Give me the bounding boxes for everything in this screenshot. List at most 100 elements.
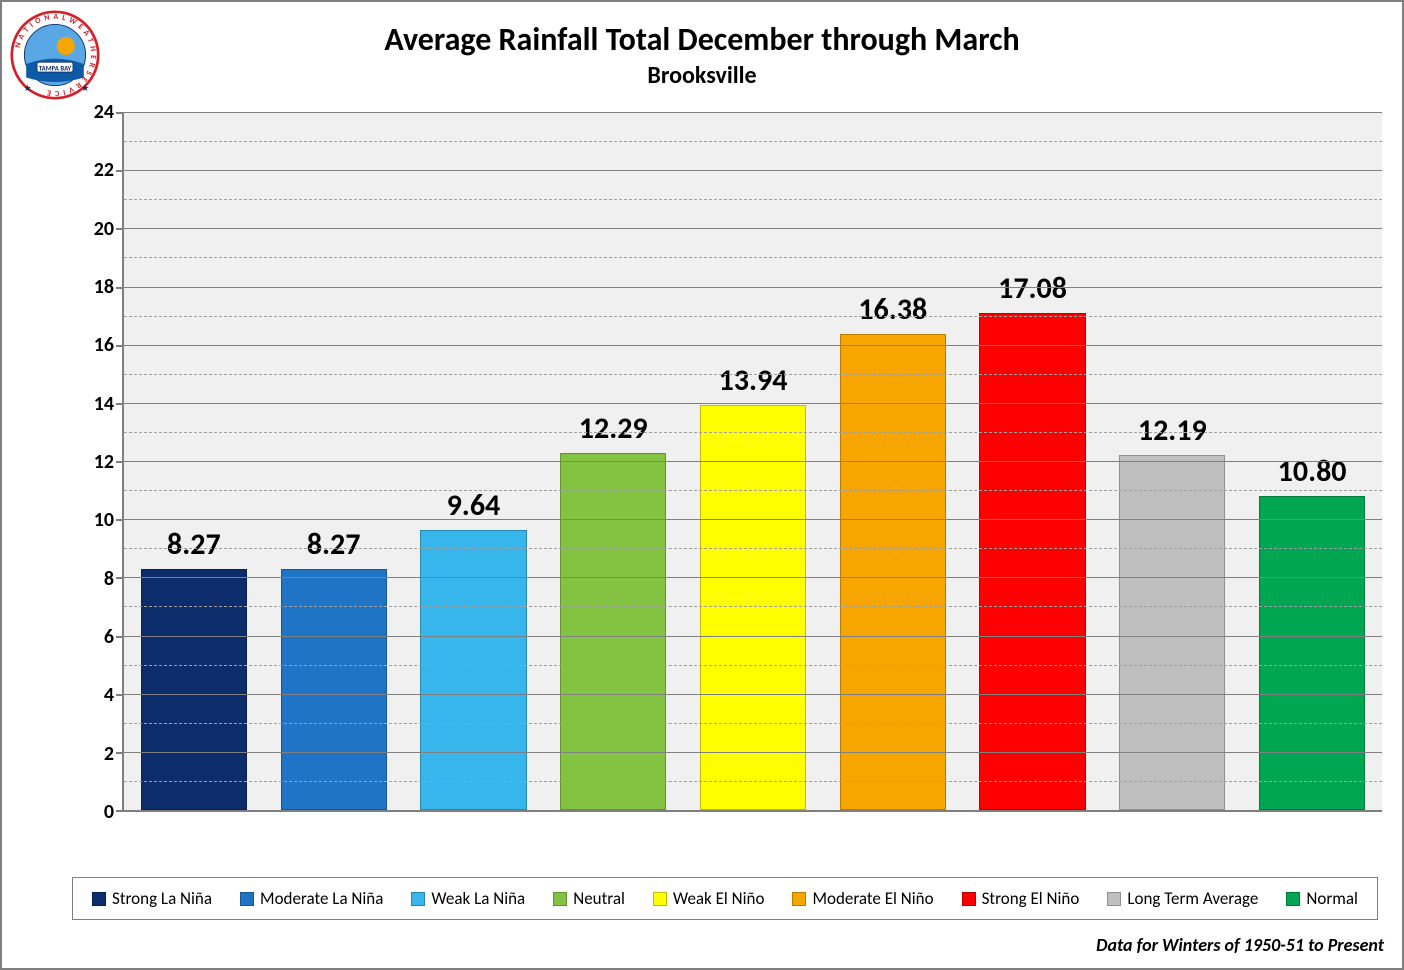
legend-swatch [653,892,667,906]
gridline-minor [124,432,1382,433]
gridline-minor [124,723,1382,724]
y-tick-label: 0 [72,800,114,824]
y-tick-mark [116,345,124,347]
gridline-major [124,577,1382,578]
bar-value-label: 8.27 [307,526,361,563]
gridline-minor [124,257,1382,258]
y-tick-label: 6 [72,625,114,649]
chart-titles: Average Rainfall Total December through … [2,2,1402,90]
legend: Strong La Niña Moderate La Niña Weak La Ni… [72,877,1378,920]
bar-value-label: 16.38 [858,291,927,328]
y-tick-label: 16 [72,333,114,357]
legend-swatch [240,892,254,906]
gridline-minor [124,141,1382,142]
legend-label: Long Term Average [1127,888,1258,909]
legend-item: Normal [1286,888,1358,909]
y-tick-mark [116,461,124,463]
legend-swatch [553,892,567,906]
legend-label: Moderate El Niño [812,888,933,909]
gridline-major [124,112,1382,113]
legend-label: Weak La Niña [431,888,525,909]
bar [979,313,1085,810]
legend-label: Normal [1306,888,1358,909]
svg-text:★: ★ [81,83,89,94]
y-tick-label: 20 [72,217,114,241]
gridline-major [124,519,1382,520]
gridline-minor [124,606,1382,607]
gridline-minor [124,316,1382,317]
y-tick-label: 24 [72,100,114,124]
legend-swatch [1286,892,1300,906]
gridline-major [124,694,1382,695]
legend-swatch [962,892,976,906]
legend-item: Moderate La Niña [240,888,383,909]
gridline-major [124,170,1382,171]
plot-area-wrap: Average Rainfall (inches) 02468101214161… [72,112,1382,812]
legend-swatch [1107,892,1121,906]
chart-title: Average Rainfall Total December through … [2,20,1402,59]
gridline-major [124,752,1382,753]
legend-item: Neutral [553,888,625,909]
bar-value-label: 8.27 [167,526,221,563]
y-tick-label: 10 [72,508,114,532]
y-tick-mark [116,810,124,812]
y-tick-label: 12 [72,450,114,474]
gridline-major [124,287,1382,288]
gridline-minor [124,781,1382,782]
chart-footer: Data for Winters of 1950-51 to Present [1096,934,1384,956]
legend-item: Weak La Niña [411,888,525,909]
chart-subtitle: Brooksville [2,61,1402,90]
legend-label: Strong El Niño [982,888,1080,909]
gridline-minor [124,199,1382,200]
bar [1259,496,1365,810]
legend-item: Moderate El Niño [792,888,933,909]
bar [1119,455,1225,810]
bar [420,530,526,810]
y-tick-label: 2 [72,742,114,766]
bar-value-label: 13.94 [719,362,788,399]
y-tick-mark [116,287,124,289]
y-axis-ticks: 024681012141618202224 [72,112,120,812]
gridline-minor [124,490,1382,491]
y-tick-mark [116,170,124,172]
y-tick-mark [116,112,124,114]
bar [560,453,666,810]
legend-label: Neutral [573,888,625,909]
legend-item: Strong El Niño [962,888,1080,909]
gridline-major [124,461,1382,462]
chart-frame: TAMPA BAY N A T I O N A L W E A T H E R … [0,0,1404,970]
y-tick-mark [116,752,124,754]
gridline-major [124,228,1382,229]
legend-swatch [411,892,425,906]
y-tick-label: 8 [72,567,114,591]
legend-label: Moderate La Niña [260,888,383,909]
plot-area: 8.278.279.6412.2913.9416.3817.0812.1910.… [122,112,1382,812]
y-tick-mark [116,403,124,405]
y-tick-mark [116,228,124,230]
legend-item: Long Term Average [1107,888,1258,909]
legend-item: Strong La Niña [92,888,212,909]
legend-swatch [792,892,806,906]
svg-text:★: ★ [24,83,32,94]
y-tick-mark [116,519,124,521]
gridline-minor [124,665,1382,666]
y-tick-label: 4 [72,683,114,707]
y-tick-mark [116,694,124,696]
bar-value-label: 9.64 [447,487,501,524]
y-tick-label: 22 [72,158,114,182]
nws-logo: TAMPA BAY N A T I O N A L W E A T H E R … [10,10,100,100]
y-tick-mark [116,636,124,638]
y-tick-label: 14 [72,392,114,416]
bar-value-label: 12.29 [579,410,648,447]
y-tick-mark [116,577,124,579]
bar [840,334,946,810]
legend-swatch [92,892,106,906]
gridline-major [124,403,1382,404]
gridline-major [124,636,1382,637]
legend-item: Weak El Niño [653,888,765,909]
legend-label: Strong La Niña [112,888,212,909]
bar-value-label: 10.80 [1278,453,1347,490]
logo-inner-text: TAMPA BAY [39,64,72,72]
legend-label: Weak El Niño [673,888,765,909]
bar-value-label: 17.08 [998,270,1067,307]
